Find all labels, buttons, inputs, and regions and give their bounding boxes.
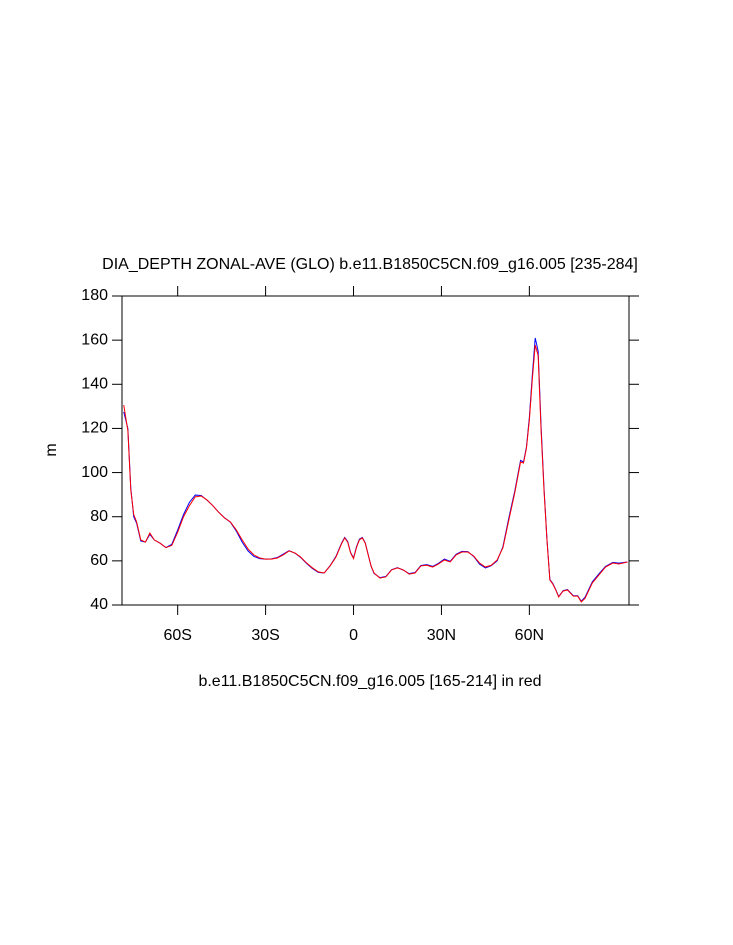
x-tick-label: 60N (515, 627, 544, 644)
x-tick-label: 60S (163, 627, 191, 644)
x-tick-label: 30N (427, 627, 456, 644)
y-tick-label: 40 (90, 596, 108, 613)
y-axis-label: m (43, 443, 60, 456)
x-axis-label: b.e11.B1850C5CN.f09_g16.005 [165-214] in… (198, 673, 541, 690)
plot-frame (121, 295, 630, 606)
y-tick-label: 80 (90, 508, 108, 525)
y-tick-label: 120 (81, 420, 108, 437)
x-tick-label: 30S (251, 627, 279, 644)
chart-title: DIA_DEPTH ZONAL-AVE (GLO) b.e11.B1850C5C… (102, 256, 638, 273)
y-tick-label: 60 (90, 552, 108, 569)
data-line (123, 344, 628, 603)
y-tick-label: 140 (81, 376, 108, 393)
x-tick-label: 0 (349, 627, 358, 644)
y-tick-label: 180 (81, 287, 108, 304)
y-tick-label: 160 (81, 331, 108, 348)
y-tick-label: 100 (81, 464, 108, 481)
